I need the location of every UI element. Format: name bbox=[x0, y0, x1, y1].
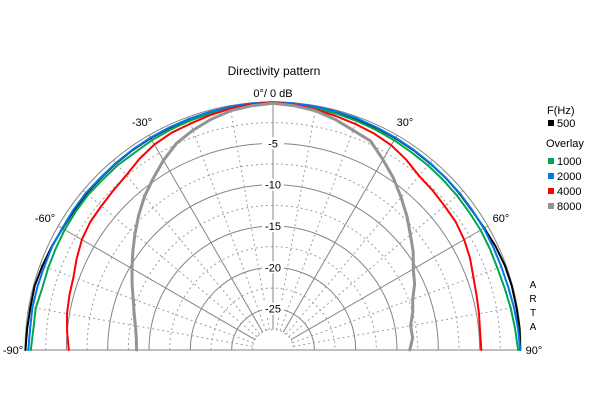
legend-swatch bbox=[548, 173, 554, 179]
frequency-curves bbox=[24, 101, 522, 352]
legend-swatch bbox=[548, 158, 554, 164]
angle-label-30: 30° bbox=[397, 117, 414, 129]
chart-title: Directivity pattern bbox=[228, 64, 321, 78]
db-tick-bg bbox=[262, 261, 284, 274]
grid-radial-solid bbox=[148, 134, 264, 333]
db-tick-bg bbox=[262, 137, 284, 150]
legend-freq-header: F(Hz) bbox=[547, 105, 575, 117]
watermark-letter: R bbox=[529, 294, 536, 305]
legend-overlay-items: 1000 2000 4000 8000 bbox=[548, 156, 581, 213]
db-tick-label: -25 bbox=[265, 304, 281, 316]
grid-radial-dashed bbox=[285, 159, 433, 335]
angle-labels: -30° 30° -60° 60° -90° 90° bbox=[3, 117, 542, 357]
curve-8000hz bbox=[130, 101, 417, 352]
grid-radial-dashed bbox=[293, 306, 518, 347]
grid-radial-dashed bbox=[82, 190, 258, 338]
db-tick-label: -15 bbox=[265, 221, 281, 233]
grid-radial-dashed bbox=[28, 306, 253, 347]
grid-radial-dashed bbox=[113, 159, 261, 335]
grid-radial-solid bbox=[57, 225, 256, 341]
watermark-letter: A bbox=[530, 322, 537, 333]
legend-label: 1000 bbox=[557, 156, 581, 168]
grid-subring bbox=[169, 246, 377, 351]
db-tick-label: -20 bbox=[265, 262, 281, 274]
legend-main-series: 500 bbox=[548, 118, 575, 130]
angle-label--90: -90° bbox=[3, 345, 23, 357]
db-tick-labels: -5 -10 -15 -20 -25 bbox=[262, 137, 284, 316]
grid-subring bbox=[251, 328, 295, 351]
grid-subring bbox=[210, 287, 336, 351]
legend-label: 4000 bbox=[557, 186, 581, 198]
legend-swatch bbox=[548, 203, 554, 209]
angle-label--60: -60° bbox=[35, 213, 55, 225]
legend-label: 8000 bbox=[557, 201, 581, 213]
db-tick-label: -10 bbox=[265, 180, 281, 192]
watermark-letter: A bbox=[530, 280, 537, 291]
db-tick-label: -5 bbox=[268, 138, 278, 150]
angle-label-60: 60° bbox=[493, 213, 510, 225]
grid-radial-solid bbox=[290, 225, 489, 341]
grid-radial-dashed bbox=[288, 190, 464, 338]
angle-label--30: -30° bbox=[132, 117, 152, 129]
legend: F(Hz) 500 Overlay 1000 2000 4000 8000 bbox=[546, 105, 584, 213]
legend-overlay-header: Overlay bbox=[546, 138, 584, 150]
legend-swatch bbox=[548, 188, 554, 194]
db-tick-bg bbox=[262, 178, 284, 191]
db-tick-bg bbox=[262, 220, 284, 232]
apex-angle-db-label: 0°/ 0 dB bbox=[253, 88, 292, 100]
db-tick-bg bbox=[262, 302, 284, 315]
angle-label-90: 90° bbox=[526, 345, 543, 357]
watermark-letter: T bbox=[530, 308, 536, 319]
legend-label: 2000 bbox=[557, 171, 581, 183]
grid-subring bbox=[127, 204, 419, 351]
legend-label: 500 bbox=[557, 118, 575, 130]
grid-radial-solid bbox=[282, 134, 398, 333]
legend-swatch bbox=[548, 120, 554, 126]
